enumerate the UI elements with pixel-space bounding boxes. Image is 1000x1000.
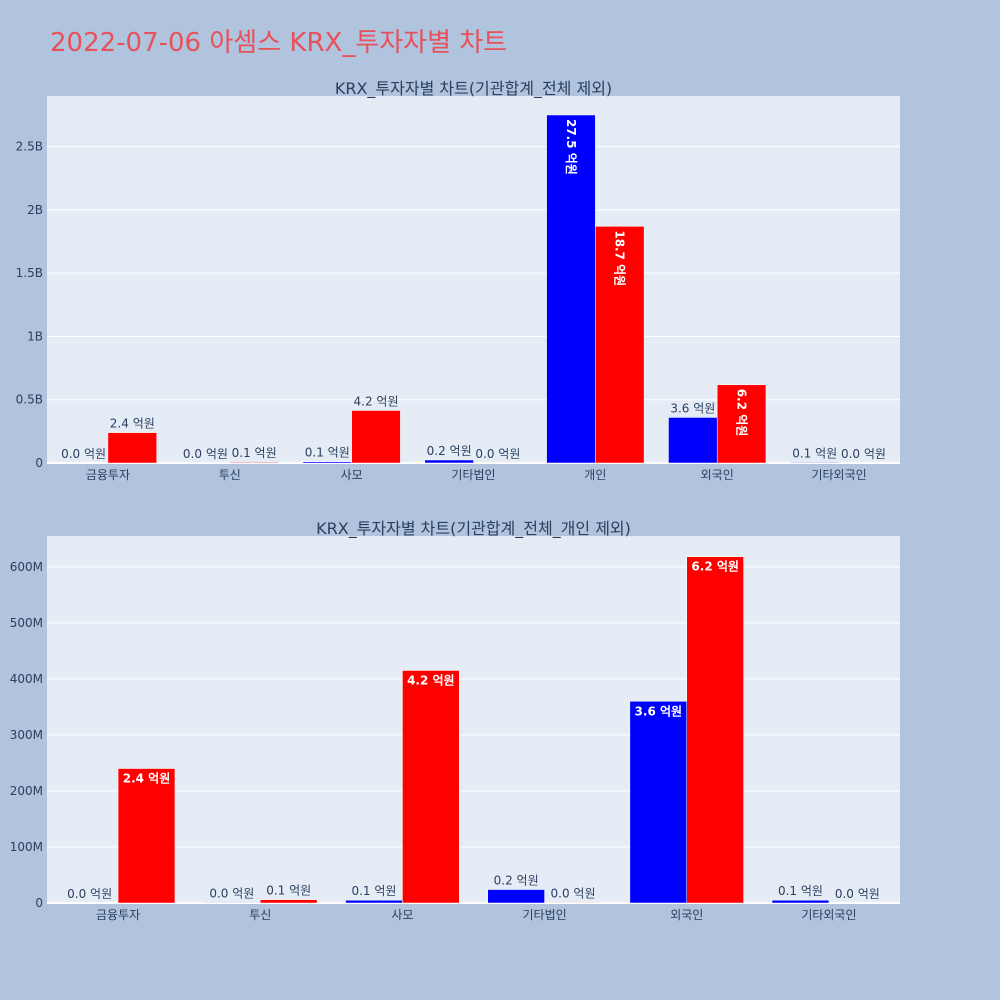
y-tick-label: 300M [10, 728, 43, 742]
x-tick-label: 사모 [341, 468, 363, 482]
bar [117, 768, 176, 904]
chart-title: KRX_투자자별 차트(기관합계_전체_개인 제외) [316, 519, 631, 539]
y-tick-label: 0.5B [16, 393, 43, 407]
plot-area [47, 536, 900, 903]
x-tick-label: 사모 [391, 908, 413, 922]
data-label: 2.4 억원 [123, 772, 171, 786]
bar [771, 899, 830, 904]
x-tick-label: 기타외국인 [801, 908, 856, 922]
bar [629, 701, 688, 904]
chart-investor-excl-institution: 0 0.5B 1B 1.5B 2B 2.5B KRX_투자자별 차트(기관합계_전체 제외)… [16, 79, 900, 482]
data-label: 0.0 억원 [835, 887, 880, 901]
y-tick-label: 0 [35, 456, 43, 470]
x-tick-label: 기타법인 [451, 468, 495, 482]
data-label: 0.1 억원 [232, 446, 277, 460]
x-tick-label: 투신 [219, 468, 241, 482]
bar [351, 410, 401, 464]
x-tick-label: 외국인 [670, 908, 703, 922]
data-label: 0.2 억원 [427, 444, 472, 458]
x-tick-label: 외국인 [701, 468, 734, 482]
data-label: 4.2 억원 [407, 673, 455, 687]
x-tick-label: 투신 [249, 908, 271, 922]
y-tick-label: 500M [10, 616, 43, 630]
data-label: 3.6 억원 [635, 704, 683, 718]
data-label: 2.4 억원 [110, 417, 155, 431]
x-tick-label: 금융투자 [96, 908, 140, 922]
y-tick-label: 2B [27, 203, 43, 217]
data-label: 0.0 억원 [67, 887, 112, 901]
data-label: 0.0 억원 [475, 447, 520, 461]
bar [546, 114, 596, 464]
bar [402, 670, 460, 904]
y-tick-label: 600M [10, 560, 43, 574]
y-tick-label: 0 [35, 896, 43, 910]
y-tick-label: 1.5B [16, 266, 43, 280]
bar [544, 902, 602, 904]
data-label: 6.2 억원 [691, 560, 739, 574]
bar [203, 902, 261, 904]
bar [716, 384, 767, 464]
data-label: 0.1 억원 [792, 446, 837, 460]
data-label: 27.5 억원 [564, 119, 578, 175]
data-label: 0.0 억원 [61, 447, 106, 461]
data-label: 6.2 억원 [735, 389, 749, 437]
chart-title: KRX_투자자별 차트(기관합계_전체 제외) [335, 79, 612, 99]
bar [595, 226, 645, 464]
data-label: 0.1 억원 [351, 884, 396, 898]
y-tick-label: 200M [10, 784, 43, 798]
data-label: 0.2 억원 [494, 874, 539, 888]
bar [107, 432, 157, 464]
bar [668, 417, 718, 464]
bar [229, 461, 279, 464]
bar [686, 556, 744, 904]
y-tick-label: 1B [27, 329, 43, 343]
x-tick-label: 기타법인 [522, 908, 566, 922]
data-label: 0.0 억원 [551, 886, 596, 900]
data-label: 0.0 억원 [183, 447, 228, 461]
y-tick-label: 2.5B [16, 140, 43, 154]
bar [345, 899, 403, 904]
data-label: 0.1 억원 [778, 884, 823, 898]
data-label: 18.7 억원 [613, 230, 627, 286]
data-label: 0.1 억원 [266, 884, 311, 898]
bar [487, 889, 545, 904]
x-tick-label: 기타외국인 [811, 468, 866, 482]
bar [424, 459, 474, 464]
data-label: 4.2 억원 [354, 394, 399, 408]
y-tick-label: 100M [10, 840, 43, 854]
data-label: 0.0 억원 [841, 447, 886, 461]
bar [790, 462, 840, 464]
x-tick-label: 개인 [584, 468, 606, 482]
bar [260, 899, 318, 904]
x-tick-label: 금융투자 [86, 468, 130, 482]
data-label: 0.1 억원 [305, 446, 350, 460]
data-label: 0.0 억원 [209, 886, 254, 900]
page-title: 2022-07-06 아셈스 KRX_투자자별 차트 [50, 28, 508, 58]
data-label: 3.6 억원 [670, 401, 715, 415]
y-tick-label: 400M [10, 672, 43, 686]
